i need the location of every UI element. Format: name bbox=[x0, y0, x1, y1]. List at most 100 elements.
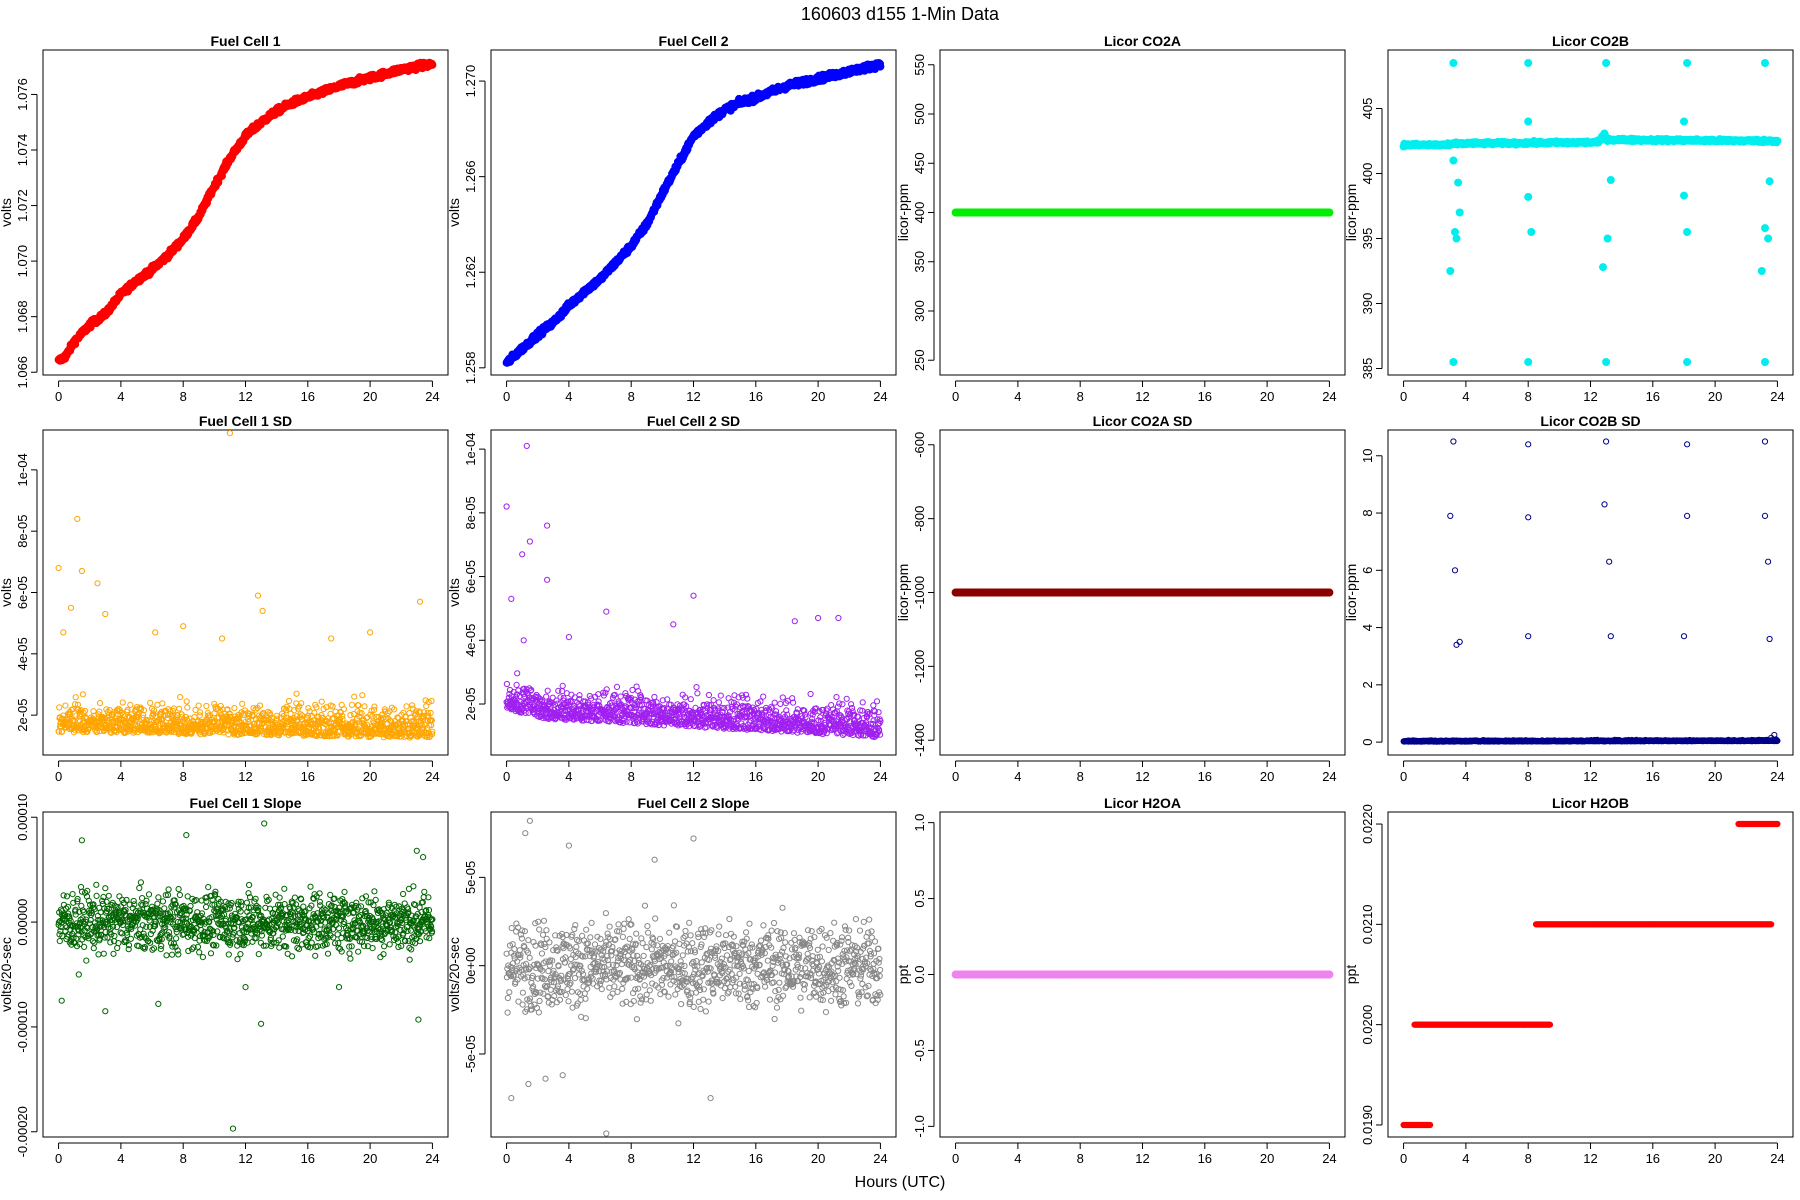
x-tick-label: 12 bbox=[686, 389, 700, 404]
y-tick-label: 350 bbox=[912, 251, 927, 273]
data-point bbox=[1683, 58, 1692, 67]
y-tick-label: 1e-04 bbox=[463, 432, 478, 465]
data-point bbox=[203, 702, 210, 710]
data-point bbox=[1449, 156, 1458, 165]
x-tick-label: 0 bbox=[55, 389, 62, 404]
data-point bbox=[760, 693, 767, 700]
x-tick-label: 12 bbox=[1135, 389, 1149, 404]
y-tick-label: 400 bbox=[912, 202, 927, 224]
x-axis: 0 4 8 12 16 20 24 bbox=[952, 380, 1337, 404]
x-tick-label: 4 bbox=[1014, 389, 1021, 404]
data-point bbox=[1760, 358, 1769, 367]
y-axis-label: volts bbox=[446, 578, 462, 607]
data-point bbox=[1325, 208, 1334, 217]
y-tick-label: 8e-05 bbox=[463, 496, 478, 529]
y-tick-label: 250 bbox=[912, 349, 927, 371]
y-tick-label: 1.262 bbox=[463, 256, 478, 289]
data-point bbox=[119, 699, 126, 706]
x-tick-label: 4 bbox=[117, 389, 124, 404]
data-point bbox=[416, 598, 424, 605]
y-tick-label: 500 bbox=[912, 103, 927, 125]
data-point bbox=[876, 62, 885, 71]
y-tick-label: 1.258 bbox=[463, 352, 478, 385]
x-tick-label: 12 bbox=[686, 769, 700, 784]
data-point bbox=[348, 701, 356, 709]
data-point bbox=[1455, 208, 1464, 217]
data-point bbox=[154, 701, 161, 708]
data-point bbox=[613, 683, 621, 691]
data-points bbox=[55, 430, 436, 741]
y-axis-label: licor-ppm bbox=[895, 184, 911, 242]
x-tick-label: 4 bbox=[565, 389, 572, 404]
data-point bbox=[259, 607, 266, 615]
data-point bbox=[428, 60, 437, 69]
data-point bbox=[715, 699, 723, 706]
data-point bbox=[1683, 358, 1692, 367]
data-point bbox=[1602, 58, 1611, 67]
data-point bbox=[195, 702, 202, 709]
data-point bbox=[651, 693, 658, 701]
data-point bbox=[559, 682, 566, 690]
data-point bbox=[152, 629, 159, 636]
panel-title: Fuel Cell 1 bbox=[210, 33, 280, 49]
panel-title: Fuel Cell 2 SD bbox=[647, 413, 740, 429]
y-tick-label: 450 bbox=[912, 152, 927, 174]
x-tick-label: 20 bbox=[811, 389, 825, 404]
data-point bbox=[1527, 228, 1536, 237]
data-point bbox=[403, 703, 410, 710]
data-point bbox=[1524, 58, 1533, 67]
data-point bbox=[176, 705, 183, 712]
x-axis: 0 4 8 12 16 20 24 bbox=[503, 380, 888, 404]
data-point bbox=[1683, 228, 1692, 237]
data-point bbox=[293, 700, 300, 707]
data-point bbox=[371, 703, 378, 710]
data-point bbox=[318, 698, 325, 705]
x-tick-label: 0 bbox=[503, 389, 510, 404]
data-points bbox=[502, 58, 885, 367]
x-tick-label: 0 bbox=[503, 769, 510, 784]
data-point bbox=[78, 567, 86, 575]
data-point bbox=[1603, 234, 1612, 243]
data-point bbox=[603, 686, 610, 693]
data-point bbox=[687, 696, 694, 703]
y-tick-label: 400 bbox=[1360, 163, 1375, 185]
data-point bbox=[183, 698, 190, 705]
x-tick-label: 8 bbox=[180, 389, 187, 404]
y-tick-label: 550 bbox=[912, 54, 927, 76]
y-tick-label: 1.076 bbox=[15, 78, 30, 111]
x-tick-label: 20 bbox=[811, 769, 825, 784]
data-point bbox=[254, 592, 262, 599]
data-point bbox=[1760, 58, 1769, 67]
panels-grid: Fuel Cell 10 4 8 12 16 20 241.0661.0681.0701.0… bbox=[0, 33, 1794, 1166]
data-points bbox=[503, 442, 884, 741]
data-point bbox=[1449, 358, 1458, 367]
y-tick-label: 1.068 bbox=[15, 300, 30, 333]
data-point bbox=[62, 702, 69, 709]
data-point bbox=[1452, 234, 1461, 243]
data-point bbox=[1524, 358, 1533, 367]
y-tick-label: 1.070 bbox=[15, 245, 30, 278]
data-point bbox=[1449, 58, 1458, 67]
y-tick-label: 4e-05 bbox=[463, 624, 478, 657]
x-tick-label: 16 bbox=[301, 389, 315, 404]
data-point bbox=[159, 700, 166, 707]
x-tick-label: 24 bbox=[873, 769, 887, 784]
data-point bbox=[197, 709, 204, 716]
x-axis: 0 4 8 12 16 20 24 bbox=[55, 760, 440, 784]
x-tick-label: 16 bbox=[749, 389, 763, 404]
data-point bbox=[340, 706, 347, 713]
data-point bbox=[1679, 191, 1688, 200]
data-point bbox=[239, 700, 246, 707]
data-point bbox=[184, 704, 191, 711]
x-tick-label: 0 bbox=[1400, 389, 1407, 404]
x-tick-label: 24 bbox=[1322, 389, 1336, 404]
x-tick-label: 12 bbox=[238, 769, 252, 784]
data-point bbox=[347, 712, 354, 719]
x-axis: 0 4 8 12 16 20 24 bbox=[55, 380, 440, 404]
panel-title: Licor CO2B bbox=[1552, 33, 1629, 49]
data-point bbox=[329, 703, 336, 710]
data-point bbox=[147, 699, 154, 707]
data-point bbox=[231, 705, 238, 712]
